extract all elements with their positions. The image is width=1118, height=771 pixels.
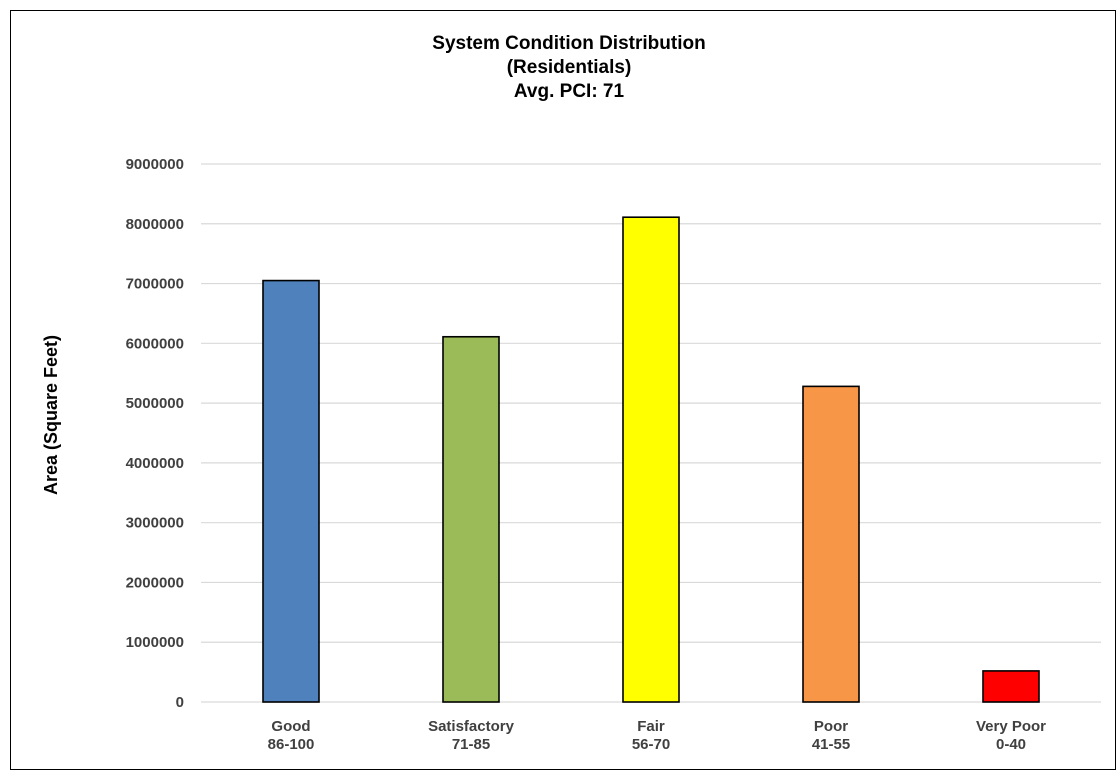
bar-chart: System Condition Distribution (Residenti… bbox=[41, 33, 1101, 753]
x-category-label: 0-40 bbox=[996, 736, 1026, 753]
y-axis-ticks: 0 1000000 2000000 3000000 4000000 5000000 6000… bbox=[126, 156, 184, 711]
y-tick-label: 5000000 bbox=[126, 395, 184, 412]
chart-title-line-3: Avg. PCI: 71 bbox=[514, 81, 625, 102]
x-category-label: Satisfactory bbox=[428, 718, 515, 735]
y-tick-label: 4000000 bbox=[126, 455, 184, 472]
bar-4 bbox=[982, 670, 1040, 703]
y-tick-label: 3000000 bbox=[126, 515, 184, 532]
y-tick-label: 7000000 bbox=[126, 276, 184, 293]
chart-title-line-1: System Condition Distribution bbox=[432, 33, 705, 54]
y-tick-label: 9000000 bbox=[126, 156, 184, 173]
x-category-label: 86-100 bbox=[268, 736, 315, 753]
y-tick-label: 8000000 bbox=[126, 216, 184, 233]
chart-title: System Condition Distribution (Residenti… bbox=[432, 33, 705, 102]
bar-3 bbox=[802, 385, 860, 703]
y-tick-label: 0 bbox=[176, 694, 184, 711]
x-category-label: 41-55 bbox=[812, 736, 850, 753]
y-tick-label: 2000000 bbox=[126, 574, 184, 591]
x-category-label: 56-70 bbox=[632, 736, 670, 753]
x-category-label: Very Poor bbox=[976, 718, 1046, 735]
bar-2 bbox=[622, 216, 680, 703]
x-category-label: 71-85 bbox=[452, 736, 490, 753]
chart-title-line-2: (Residentials) bbox=[507, 57, 632, 78]
x-category-label: Good bbox=[271, 718, 310, 735]
x-category-label: Fair bbox=[637, 718, 665, 735]
bars bbox=[262, 216, 1040, 703]
x-category-label: Poor bbox=[814, 718, 848, 735]
bar-1 bbox=[442, 335, 500, 703]
y-tick-label: 6000000 bbox=[126, 335, 184, 352]
y-axis-title: Area (Square Feet) bbox=[41, 335, 61, 495]
y-tick-label: 1000000 bbox=[126, 634, 184, 651]
bar-0 bbox=[262, 279, 320, 703]
chart-frame: System Condition Distribution (Residenti… bbox=[10, 10, 1116, 770]
